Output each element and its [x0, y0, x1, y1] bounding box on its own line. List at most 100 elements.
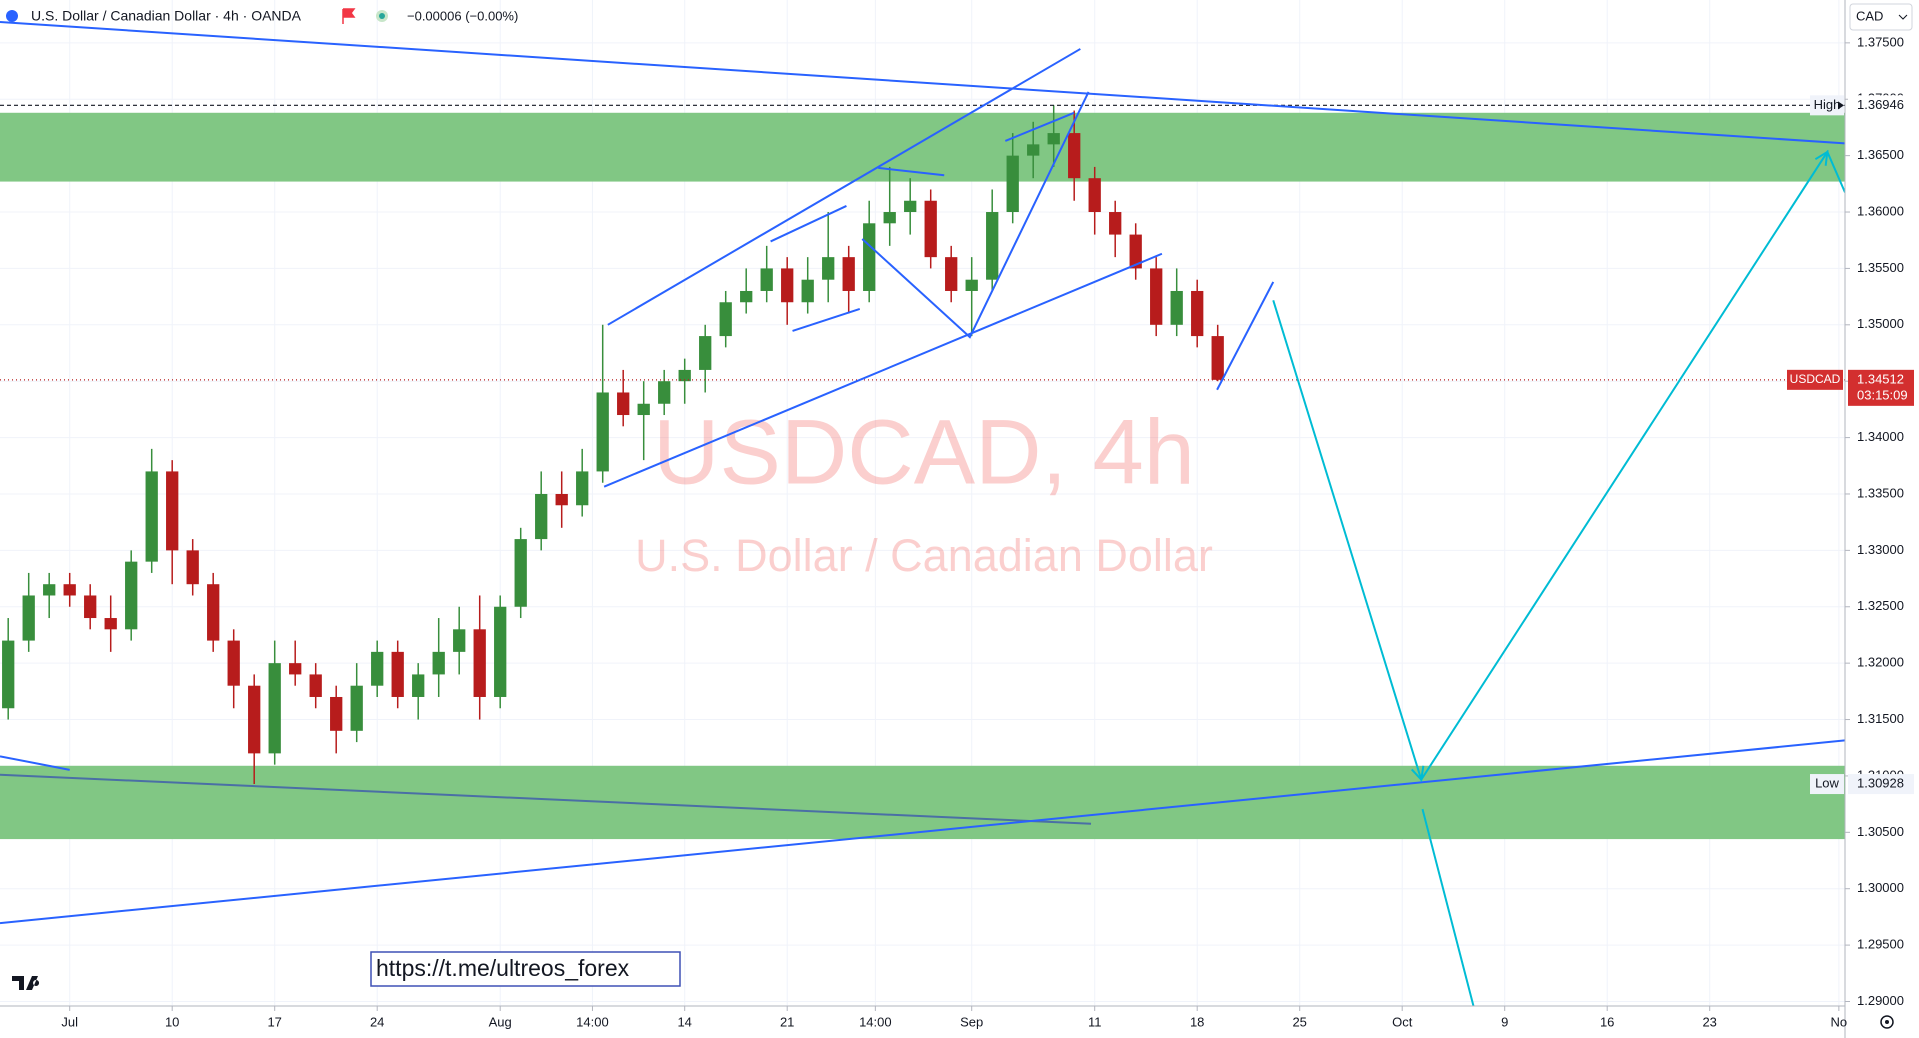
y-tick-label: 1.30500	[1857, 824, 1904, 839]
candle-body	[1088, 178, 1101, 213]
candle-body	[596, 392, 609, 472]
candle-body	[514, 539, 527, 607]
low-price: 1.30928	[1857, 775, 1904, 790]
candle-body	[43, 584, 56, 596]
price-change: −0.00006 (−0.00%)	[407, 8, 518, 23]
candle-body	[309, 674, 322, 697]
settings-center	[1885, 1020, 1889, 1024]
candle-body	[883, 212, 896, 224]
trendline	[0, 773, 1092, 825]
candle-body	[289, 663, 302, 675]
y-tick-label: 1.36500	[1857, 147, 1904, 162]
arrowhead	[1814, 149, 1829, 166]
candle-body	[350, 685, 363, 731]
candle-body	[1150, 268, 1163, 325]
candle-body	[391, 651, 404, 697]
y-tick-label: 1.29500	[1857, 937, 1904, 952]
trendline	[1272, 149, 1845, 782]
high-tag-text: High	[1814, 97, 1841, 112]
candle-body	[719, 302, 732, 337]
trendline	[1216, 281, 1275, 391]
y-tick-label: 1.32000	[1857, 655, 1904, 670]
candle-body	[1027, 144, 1040, 156]
candle-body	[22, 595, 35, 641]
y-tick-label: 1.34000	[1857, 429, 1904, 444]
settings-icon[interactable]	[1880, 1015, 1894, 1029]
high-arrow	[1838, 101, 1844, 110]
candle-body	[637, 403, 650, 416]
candle-body	[268, 663, 281, 754]
trendline	[770, 205, 847, 243]
trendline	[0, 20, 1845, 145]
candle-body	[699, 336, 712, 370]
x-tick-label: Aug	[489, 1014, 512, 1029]
candle-body	[1129, 234, 1142, 269]
x-tick-label: 23	[1702, 1014, 1716, 1029]
x-tick-label: No	[1831, 1014, 1848, 1029]
x-tick-label: 14:00	[859, 1014, 892, 1029]
link-frame	[370, 951, 681, 987]
x-tick-label: 14:00	[576, 1014, 609, 1029]
watermark: USDCAD, 4h U.S. Dollar / Canadian Dollar	[635, 401, 1213, 581]
x-tick-label: 11	[1088, 1014, 1102, 1029]
candle-body	[986, 212, 999, 280]
price-labels: High 1.36946 Low 1.30928 USDCAD 1.3451203:15:…	[1787, 95, 1914, 795]
currency-dropdown[interactable]	[1849, 3, 1913, 31]
watermark-title: USDCAD, 4h	[653, 401, 1195, 503]
zones	[0, 112, 1845, 840]
candle-body	[371, 651, 384, 686]
candle-body	[84, 595, 97, 619]
header: U.S. Dollar / Canadian Dollar · 4h · OAN…	[6, 3, 1913, 31]
last-price: 1.34512	[1857, 371, 1904, 386]
candle-body	[658, 381, 671, 404]
candle-body	[842, 257, 855, 291]
candle-body	[1006, 155, 1019, 213]
settings[interactable]	[1880, 1015, 1894, 1029]
candle-body	[494, 606, 507, 697]
y-tick-label: 1.33500	[1857, 485, 1904, 500]
candle-body	[740, 290, 753, 303]
flag-icon[interactable]	[342, 8, 356, 24]
candle-body	[1211, 336, 1224, 380]
candle-body	[207, 584, 220, 641]
candle-body	[248, 685, 261, 754]
candle-body	[555, 493, 568, 506]
trendline	[603, 252, 1163, 488]
low-tag-text: Low	[1815, 775, 1839, 790]
trendline	[878, 166, 945, 177]
trendline	[1004, 111, 1075, 142]
countdown: 03:15:09	[1857, 387, 1908, 402]
x-tick-label: 25	[1292, 1014, 1306, 1029]
candle-body	[104, 618, 117, 630]
x-tick-label: 24	[370, 1014, 384, 1029]
trendline	[792, 307, 861, 332]
high-tag	[1810, 95, 1844, 116]
candle-body	[678, 369, 691, 382]
y-tick-label: 1.29000	[1857, 993, 1904, 1008]
last-price-box	[1848, 369, 1914, 406]
candle-body	[781, 268, 794, 303]
candle-body	[1170, 290, 1183, 325]
link[interactable]: https://t.me/ultreos_forex	[376, 955, 630, 981]
x-tick-label: 16	[1600, 1014, 1614, 1029]
y-tick-label: 1.32500	[1857, 598, 1904, 613]
currency[interactable]: CAD	[1856, 8, 1883, 23]
arrowhead	[1410, 765, 1425, 782]
candle-body	[863, 223, 876, 291]
dropdown-caret	[1898, 14, 1908, 20]
symbol-title[interactable]: U.S. Dollar / Canadian Dollar · 4h · OAN…	[31, 8, 302, 24]
link-box[interactable]: https://t.me/ultreos_forex	[370, 951, 681, 987]
trendline	[0, 739, 1845, 925]
logo	[12, 976, 40, 990]
x-tick-label: 10	[165, 1014, 179, 1029]
candle-body	[822, 257, 835, 280]
symbol-icon	[6, 10, 18, 22]
high-price-box	[1848, 95, 1914, 116]
candle-body	[227, 640, 240, 686]
candle-body	[760, 268, 773, 291]
candle-body	[535, 493, 548, 540]
y-tick-label: 1.31500	[1857, 711, 1904, 726]
candle-body	[617, 392, 630, 416]
candle-body	[1191, 290, 1204, 337]
